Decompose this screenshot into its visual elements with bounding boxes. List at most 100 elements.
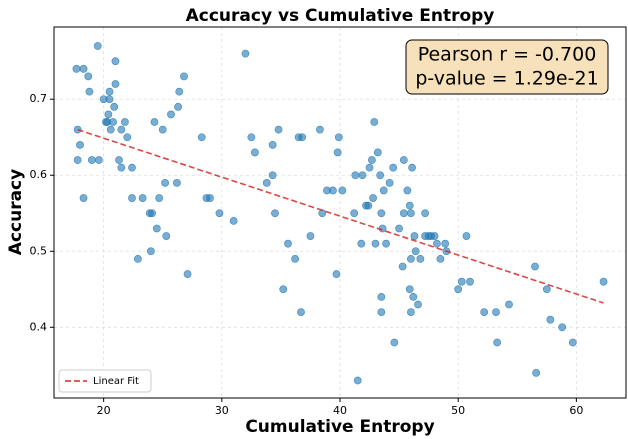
point bbox=[268, 171, 277, 180]
point bbox=[117, 125, 126, 134]
point bbox=[414, 300, 422, 309]
point bbox=[84, 72, 93, 81]
point bbox=[158, 125, 167, 134]
point bbox=[138, 194, 147, 202]
point bbox=[298, 133, 307, 142]
point bbox=[364, 201, 373, 210]
point bbox=[403, 186, 412, 195]
point bbox=[421, 209, 429, 218]
point bbox=[353, 376, 362, 385]
point bbox=[279, 285, 288, 294]
point bbox=[306, 232, 315, 240]
y-tick-label: 0.6 bbox=[30, 168, 48, 181]
point bbox=[369, 194, 377, 202]
point bbox=[407, 254, 415, 263]
point bbox=[368, 156, 376, 164]
point bbox=[79, 194, 88, 202]
legend-label: Linear Fit bbox=[93, 376, 139, 387]
point bbox=[376, 171, 385, 180]
point bbox=[206, 194, 214, 202]
point bbox=[441, 239, 450, 248]
point bbox=[134, 254, 142, 263]
point bbox=[297, 308, 305, 316]
point bbox=[416, 254, 425, 263]
x-tick-label: 60 bbox=[569, 404, 583, 417]
point bbox=[274, 125, 283, 134]
point bbox=[377, 209, 386, 218]
point bbox=[395, 224, 403, 233]
point bbox=[338, 186, 347, 195]
point bbox=[180, 72, 188, 81]
point bbox=[480, 308, 489, 316]
x-tick-label: 30 bbox=[215, 404, 229, 417]
y-tick-label: 0.4 bbox=[30, 320, 48, 333]
point bbox=[174, 102, 182, 111]
plot-frame bbox=[53, 26, 627, 399]
point bbox=[105, 95, 114, 104]
point bbox=[410, 232, 419, 240]
point bbox=[532, 369, 541, 377]
point bbox=[542, 285, 551, 294]
point bbox=[155, 194, 164, 202]
point bbox=[334, 133, 343, 142]
point bbox=[161, 178, 169, 187]
x-tick-label: 20 bbox=[97, 404, 111, 417]
point bbox=[433, 239, 441, 248]
point bbox=[291, 254, 299, 263]
y-tick-label: 0.7 bbox=[30, 92, 48, 105]
point bbox=[106, 125, 115, 134]
point bbox=[558, 323, 567, 332]
point bbox=[377, 292, 386, 301]
point bbox=[76, 140, 84, 149]
point bbox=[128, 163, 136, 172]
point bbox=[407, 308, 415, 316]
point bbox=[405, 201, 414, 210]
x-tick-label: 50 bbox=[451, 404, 465, 417]
point bbox=[79, 64, 88, 73]
point bbox=[350, 209, 359, 218]
point bbox=[546, 315, 555, 324]
point bbox=[505, 300, 513, 309]
point bbox=[358, 171, 367, 180]
y-axis-label: Accuracy bbox=[6, 169, 26, 255]
point bbox=[390, 338, 399, 347]
annotation-box bbox=[405, 39, 609, 95]
point bbox=[332, 270, 341, 278]
point bbox=[409, 292, 418, 301]
point bbox=[110, 102, 119, 111]
point bbox=[436, 254, 445, 263]
point bbox=[399, 156, 408, 164]
point bbox=[454, 285, 463, 294]
point bbox=[104, 110, 113, 119]
chart-title: Accuracy vs Cumulative Entropy bbox=[186, 6, 495, 26]
point bbox=[251, 148, 259, 157]
point bbox=[152, 224, 161, 233]
point bbox=[241, 49, 250, 58]
point bbox=[466, 277, 474, 286]
fit-line bbox=[77, 128, 604, 304]
point bbox=[109, 118, 117, 126]
point bbox=[405, 285, 414, 294]
point bbox=[379, 186, 388, 195]
point bbox=[111, 80, 120, 88]
point bbox=[262, 178, 271, 187]
point bbox=[111, 57, 120, 66]
point bbox=[87, 156, 96, 164]
y-tick-label: 0.5 bbox=[30, 244, 48, 257]
point bbox=[385, 178, 394, 187]
point bbox=[72, 64, 81, 73]
annotation-text: p-value = 1.29e-21 bbox=[415, 68, 598, 90]
point bbox=[167, 110, 175, 119]
legend-box bbox=[58, 369, 152, 393]
point bbox=[531, 262, 539, 271]
point bbox=[398, 262, 407, 271]
point bbox=[493, 338, 502, 347]
point bbox=[457, 277, 466, 286]
point bbox=[175, 87, 184, 96]
point bbox=[148, 209, 156, 218]
point bbox=[197, 133, 206, 142]
point bbox=[351, 171, 360, 180]
point bbox=[247, 133, 256, 142]
point bbox=[333, 148, 342, 157]
point bbox=[121, 118, 129, 126]
